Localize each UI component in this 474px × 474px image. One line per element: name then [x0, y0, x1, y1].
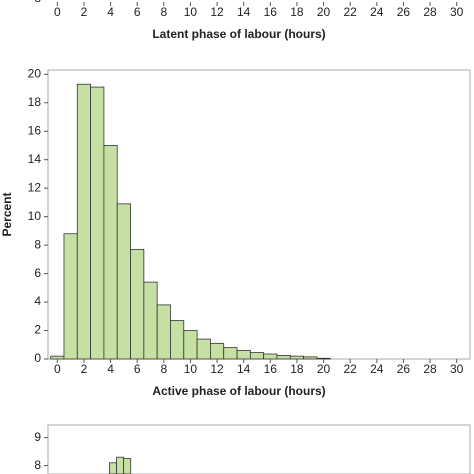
bar — [116, 456, 125, 474]
x-tick-label: 14 — [237, 362, 251, 376]
bar — [303, 356, 318, 360]
bar — [109, 462, 117, 474]
x-tick-label: 24 — [370, 5, 384, 19]
x-tick-label: 10 — [184, 5, 198, 19]
bar — [196, 338, 211, 360]
x-tick-label: 26 — [397, 362, 411, 376]
x-tick-label: 18 — [290, 362, 304, 376]
x-tick-label: 28 — [423, 5, 437, 19]
bar — [63, 233, 78, 360]
x-tick-label: 6 — [134, 5, 141, 19]
x-tick-label: 2 — [81, 5, 88, 19]
bar — [156, 304, 171, 360]
bar — [123, 458, 132, 474]
x-tick-label: 26 — [397, 5, 411, 19]
y-tick-label: 0 — [34, 351, 41, 365]
x-tick-label: 0 — [54, 5, 61, 19]
bar — [249, 352, 265, 360]
bar — [223, 347, 238, 360]
bar — [50, 355, 65, 360]
x-tick-label: 22 — [344, 362, 358, 376]
bar — [183, 330, 198, 360]
y-tick-label: 8 — [34, 237, 41, 251]
y-tick-label: 6 — [34, 266, 41, 280]
x-tick-label: 10 — [184, 362, 198, 376]
bar — [116, 203, 131, 360]
x-tick-label: 16 — [264, 5, 278, 19]
y-tick-label: 9 — [34, 430, 41, 444]
bar — [143, 281, 158, 360]
bar — [210, 342, 225, 360]
y-tick-label: 14 — [28, 152, 42, 166]
x-tick-label: 16 — [264, 362, 278, 376]
bar — [130, 248, 145, 360]
x-tick-label: 14 — [237, 5, 251, 19]
bar — [90, 86, 105, 360]
x-tick-label: 30 — [450, 362, 464, 376]
y-axis-label: Percent — [0, 192, 14, 236]
y-tick-label: 10 — [28, 209, 42, 223]
x-tick-label: 24 — [370, 362, 384, 376]
x-tick-label: 18 — [290, 5, 304, 19]
x-tick-label: 28 — [423, 362, 437, 376]
bar — [103, 145, 118, 360]
chart: 8024681012141618202224262830Latent phase… — [34, 0, 463, 41]
bar — [263, 353, 278, 360]
y-tick-label: 2 — [34, 323, 41, 337]
x-tick-label: 12 — [210, 5, 224, 19]
bar — [236, 350, 251, 360]
bar — [276, 355, 291, 360]
x-tick-label: 8 — [160, 5, 167, 19]
x-tick-label: 22 — [344, 5, 358, 19]
y-tick-label: 18 — [28, 95, 42, 109]
x-tick-label: 4 — [107, 362, 114, 376]
x-tick-label: 6 — [134, 362, 141, 376]
x-tick-label: 0 — [54, 362, 61, 376]
bar — [316, 357, 331, 360]
plot-frame — [47, 424, 471, 474]
x-tick-label: 8 — [160, 362, 167, 376]
x-tick-label: 12 — [210, 362, 224, 376]
x-axis-label: Active phase of labour (hours) — [152, 384, 325, 398]
chart: 89 — [34, 424, 471, 474]
y-tick-label: 12 — [28, 180, 42, 194]
x-tick-label: 20 — [317, 5, 331, 19]
bar — [289, 355, 304, 360]
bar — [170, 320, 185, 360]
x-tick-label: 4 — [107, 5, 114, 19]
x-tick-label: 30 — [450, 5, 464, 19]
x-tick-label: 2 — [81, 362, 88, 376]
y-tick-label: 20 — [28, 66, 42, 80]
x-axis-label: Latent phase of labour (hours) — [152, 27, 325, 41]
y-tick-label: 16 — [28, 123, 42, 137]
bar — [76, 83, 91, 360]
y-tick-label: 8 — [34, 458, 41, 472]
x-tick-label: 20 — [317, 362, 331, 376]
y-tick-label: 4 — [34, 294, 41, 308]
y-tick-label: 8 — [34, 0, 41, 5]
